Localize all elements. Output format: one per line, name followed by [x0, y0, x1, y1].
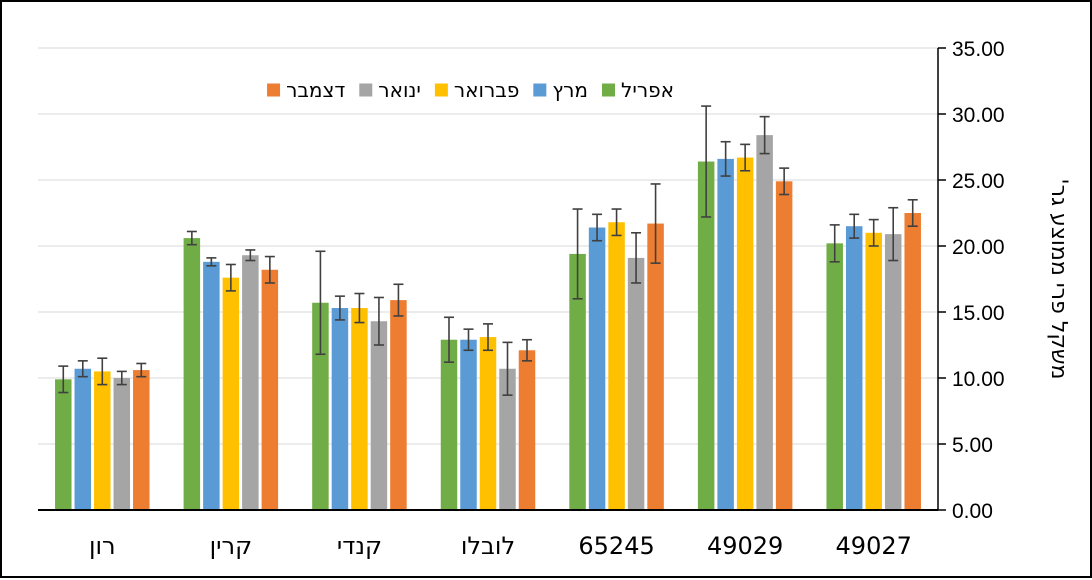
bar — [647, 223, 664, 510]
legend: אפריל מרץ פברואר ינואר דצמבר — [267, 78, 674, 102]
legend-swatch — [267, 83, 281, 97]
bar — [756, 135, 773, 510]
legend-label: פברואר — [454, 78, 519, 102]
bar — [390, 300, 407, 510]
bar — [775, 181, 793, 510]
bar — [351, 308, 368, 510]
y-tick-label: 5.00 — [952, 434, 993, 457]
y-tick-label: 35.00 — [952, 38, 1005, 61]
bar — [717, 158, 734, 510]
bar — [113, 378, 131, 510]
y-tick-label: 25.00 — [952, 170, 1005, 193]
bars — [55, 135, 921, 511]
bar — [74, 368, 92, 510]
error-bars — [58, 105, 918, 396]
x-category-label: 65245 — [578, 532, 654, 560]
x-category-label: קרין — [210, 532, 252, 560]
x-category-label: 49029 — [707, 532, 783, 560]
y-tick-label: 10.00 — [952, 368, 1005, 391]
bar — [499, 368, 516, 510]
bar — [479, 337, 497, 510]
x-category-label: רון — [89, 532, 116, 560]
bar — [826, 243, 843, 511]
bar — [242, 255, 259, 510]
bar — [460, 339, 477, 510]
x-category-label: לובלו — [461, 532, 515, 560]
legend-label: ינואר — [378, 78, 421, 102]
y-tick-label: 20.00 — [952, 236, 1005, 259]
bar — [440, 339, 458, 510]
legend-label: אפריל — [621, 78, 674, 102]
y-tick-label: 15.00 — [952, 302, 1005, 325]
x-category-label: 49027 — [836, 532, 912, 560]
y-tick-label: 0.00 — [952, 500, 993, 523]
y-tick-label: 30.00 — [952, 104, 1005, 127]
bar — [133, 370, 150, 510]
bar — [736, 157, 754, 510]
bar — [222, 277, 240, 510]
bar — [331, 308, 349, 510]
legend-swatch — [602, 83, 615, 97]
bar — [845, 226, 863, 510]
legend-label: מרץ — [552, 78, 588, 102]
bar — [884, 234, 902, 510]
bar — [588, 227, 606, 510]
legend-swatch — [359, 83, 373, 97]
bar — [183, 238, 201, 510]
bar — [370, 321, 388, 510]
legend-swatch — [434, 83, 448, 97]
bar — [518, 350, 536, 510]
bar — [608, 222, 625, 511]
bar — [569, 253, 586, 511]
bar — [261, 269, 279, 510]
y-axis-title: משקל פרי ממוצע גר' — [1046, 179, 1071, 380]
bar — [904, 213, 921, 510]
bar — [203, 261, 220, 510]
bar — [865, 232, 882, 511]
x-category-label: קנדי — [337, 532, 382, 560]
axes: 0.00 5.00 10.00 15.00 20.00 25.00 30.00 35.00 49… — [38, 38, 1071, 560]
bar — [697, 161, 715, 510]
legend-swatch — [533, 83, 547, 97]
bar — [55, 379, 72, 510]
bar — [94, 371, 111, 510]
legend-label: דצמבר — [286, 78, 345, 102]
bar — [627, 257, 645, 510]
